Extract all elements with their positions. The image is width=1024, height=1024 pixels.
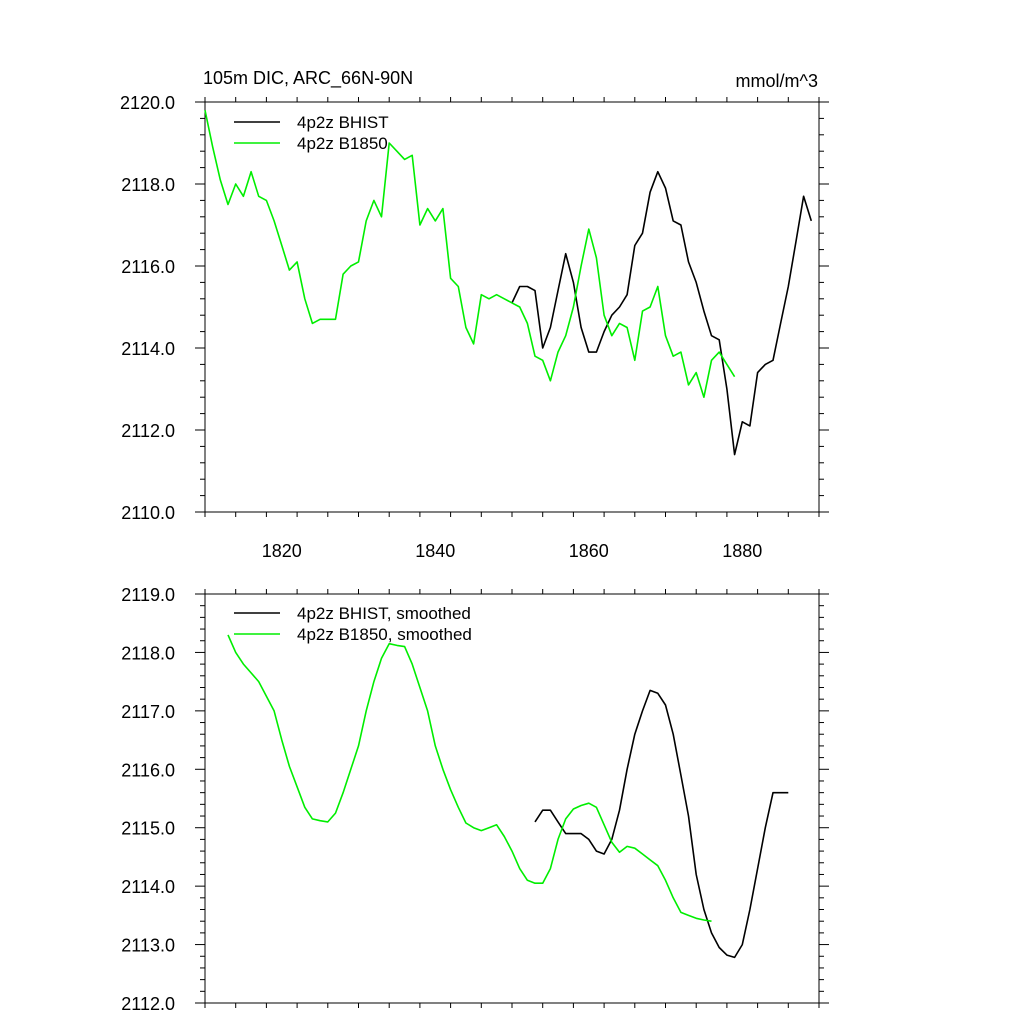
top-chart-legend: 4p2z BHIST 4p2z B1850 [234,113,389,153]
series-line-bhist [511,170,813,456]
y-tick-label: 2114.0 [121,877,175,897]
top-chart-title: 105m DIC, ARC_66N-90N [203,68,413,89]
y-tick-label: 2113.0 [121,936,175,956]
legend-label-b1850: 4p2z B1850 [297,134,388,153]
y-tick-label: 2115.0 [121,819,175,839]
x-tick-label: 1840 [415,541,455,561]
legend-label-b1850-smoothed: 4p2z B1850, smoothed [297,625,472,644]
top-chart-units: mmol/m^3 [736,71,818,91]
y-tick-label: 2116.0 [121,257,175,277]
legend-label-bhist-smoothed: 4p2z BHIST, smoothed [297,604,471,623]
x-tick-label: 1880 [722,541,762,561]
y-tick-label: 2118.0 [121,643,175,663]
y-tick-label: 2118.0 [121,175,175,195]
y-tick-label: 2117.0 [121,702,175,722]
y-tick-label: 2116.0 [121,760,175,780]
y-tick-label: 2120.0 [120,93,175,113]
series-line-b1850 [204,110,736,399]
y-tick-label: 2112.0 [121,421,175,441]
series-line-b1850 [227,634,712,922]
y-tick-label: 2112.0 [121,994,175,1014]
plot-frame [204,101,820,513]
x-tick-label: 1820 [262,541,302,561]
legend-label-bhist: 4p2z BHIST [297,113,389,132]
series-line-bhist [534,689,789,959]
plot-frame [204,593,820,1004]
bottom-chart-legend: 4p2z BHIST, smoothed 4p2z B1850, smoothe… [234,604,472,644]
y-tick-label: 2119.0 [121,585,175,605]
y-tick-label: 2114.0 [121,339,175,359]
top-chart-panel: 105m DIC, ARC_66N-90N mmol/m^3 4p2z BHIS… [120,68,829,561]
x-tick-label: 1860 [569,541,609,561]
bottom-chart-panel: 4p2z BHIST, smoothed 4p2z B1850, smoothe… [121,585,829,1014]
y-tick-label: 2110.0 [121,503,175,523]
